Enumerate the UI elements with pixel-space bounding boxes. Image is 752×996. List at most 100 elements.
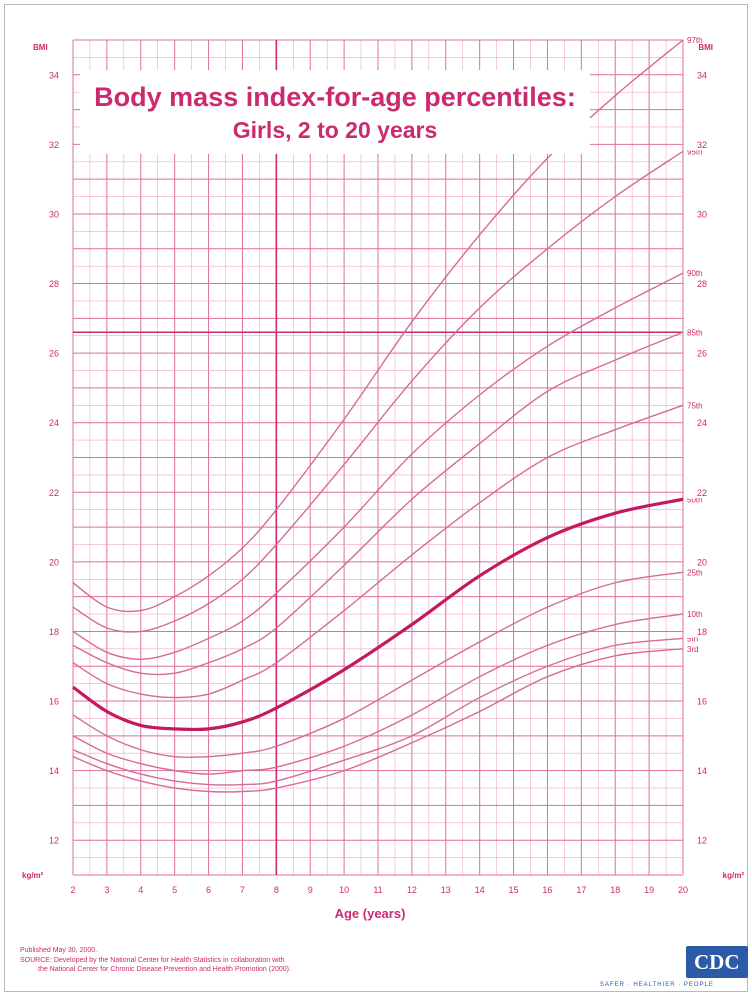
percentile-curve-95th xyxy=(72,150,684,633)
y-tick-bg xyxy=(685,625,713,638)
x-tick-label: 10 xyxy=(339,885,349,895)
y-tick-label-left: 32 xyxy=(49,140,59,150)
y-tick-label-right: 22 xyxy=(697,488,707,498)
y-tick-bg xyxy=(685,416,713,429)
y-tick-bg xyxy=(43,764,71,777)
y-tick-label-left: 28 xyxy=(49,279,59,289)
y-tick-bg xyxy=(43,695,71,708)
y-tick-label-right: 24 xyxy=(697,418,707,428)
percentile-curve-25th xyxy=(72,571,684,759)
x-tick-label: 13 xyxy=(441,885,451,895)
y-tick-label-right: 28 xyxy=(697,279,707,289)
footer-source: SOURCE: Developed by the National Center… xyxy=(20,957,285,964)
y-tick-label-right: 14 xyxy=(697,766,707,776)
y-tick-label-right: 34 xyxy=(697,70,707,80)
y-tick-label-right: 30 xyxy=(697,209,707,219)
percentile-labels: 97th 95th 90th 85th 75th 50th 25th 10th 5th 3rd xyxy=(685,34,711,654)
y-tick-bg xyxy=(685,68,713,81)
x-tick-label: 12 xyxy=(407,885,417,895)
percentile-curve-5th xyxy=(72,637,684,786)
y-tick-bg xyxy=(685,695,713,708)
x-tick-label: 17 xyxy=(576,885,586,895)
y-tick-bg xyxy=(43,834,71,847)
y-tick-bg xyxy=(685,138,713,151)
x-tick-label: 19 xyxy=(644,885,654,895)
y-tick-bg xyxy=(685,764,713,777)
unit-label-right: kg/m² xyxy=(723,871,745,880)
y-tick-bg xyxy=(685,834,713,847)
y-tick-label-left: 20 xyxy=(49,557,59,567)
y-tick-label-left: 12 xyxy=(49,836,59,846)
x-tick-label: 18 xyxy=(610,885,620,895)
y-tick-bg xyxy=(43,207,71,220)
grid xyxy=(72,39,684,876)
percentile-label-25th: 25th xyxy=(687,568,703,577)
y-tick-label-right: 20 xyxy=(697,557,707,567)
footer-source-cont: the National Center for Chronic Disease … xyxy=(38,966,291,973)
y-tick-label-left: 18 xyxy=(49,627,59,637)
percentile-label-85th: 85th xyxy=(687,328,703,337)
percentile-label-bg xyxy=(685,493,711,505)
y-tick-bg xyxy=(43,625,71,638)
y-tick-bg xyxy=(43,555,71,568)
y-tick-bg xyxy=(685,207,713,220)
percentile-label-90th: 90th xyxy=(687,269,703,278)
cdc-logo: CDC xyxy=(686,946,748,978)
x-tick-label: 14 xyxy=(475,885,485,895)
y-tick-bg xyxy=(43,347,71,360)
percentile-label-bg xyxy=(685,566,711,578)
chart-title: Body mass index-for-age percentiles: xyxy=(94,82,576,112)
y-tick-bg xyxy=(43,138,71,151)
percentile-label-bg xyxy=(685,642,711,654)
y-tick-bg xyxy=(685,555,713,568)
x-tick-label: 9 xyxy=(308,885,313,895)
x-tick-label: 2 xyxy=(70,885,75,895)
unit-label-left: kg/m² xyxy=(22,871,44,880)
percentile-curve-75th xyxy=(72,404,684,699)
footer-published: Published May 30, 2000. xyxy=(20,947,98,954)
y-tick-bg xyxy=(43,277,71,290)
percentile-label-bg xyxy=(685,34,711,45)
x-tick-label: 11 xyxy=(373,885,382,895)
x-tick-label: 6 xyxy=(206,885,211,895)
y-tick-bg xyxy=(43,486,71,499)
percentile-label-3rd: 3rd xyxy=(687,645,699,654)
bmi-label-right: BMI xyxy=(698,43,713,52)
x-tick-label: 4 xyxy=(138,885,143,895)
x-tick-label: 3 xyxy=(104,885,109,895)
percentile-curve-50th xyxy=(72,497,684,732)
percentile-curve-90th xyxy=(72,272,684,660)
y-tick-label-left: 24 xyxy=(49,418,59,428)
percentile-curve-3rd xyxy=(72,648,684,793)
percentile-label-bg xyxy=(685,632,711,644)
x-tick-label: 20 xyxy=(678,885,688,895)
y-tick-label-left: 26 xyxy=(49,349,59,359)
percentile-label-10th: 10th xyxy=(687,610,703,619)
percentile-label-bg xyxy=(685,145,711,157)
x-tick-label: 16 xyxy=(542,885,552,895)
y-tick-label-right: 26 xyxy=(697,349,707,359)
y-tick-bg xyxy=(685,486,713,499)
percentile-label-50th: 50th xyxy=(687,495,703,504)
y-tick-label-left: 22 xyxy=(49,488,59,498)
percentile-curve-97th xyxy=(72,39,684,613)
bmi-label-left: BMI xyxy=(33,43,48,52)
y-tick-bg xyxy=(43,416,71,429)
percentile-label-5th: 5th xyxy=(687,634,698,643)
x-axis-label: Age (years) xyxy=(334,906,406,921)
y-tick-label-right: 12 xyxy=(697,836,707,846)
x-tick-label: 8 xyxy=(274,885,279,895)
percentile-curves xyxy=(72,39,684,793)
chart-title-box: Body mass index-for-age percentiles: Gir… xyxy=(80,70,590,154)
percentile-curve-85th xyxy=(72,331,684,676)
y-tick-label-left: 34 xyxy=(49,70,59,80)
reference-lines xyxy=(73,40,683,875)
percentile-label-bg xyxy=(685,326,711,338)
percentile-label-bg xyxy=(685,399,711,411)
y-tick-label-right: 32 xyxy=(697,140,707,150)
y-tick-label-right: 18 xyxy=(697,627,707,637)
y-tick-bg xyxy=(685,277,713,290)
x-tick-label: 15 xyxy=(509,885,519,895)
